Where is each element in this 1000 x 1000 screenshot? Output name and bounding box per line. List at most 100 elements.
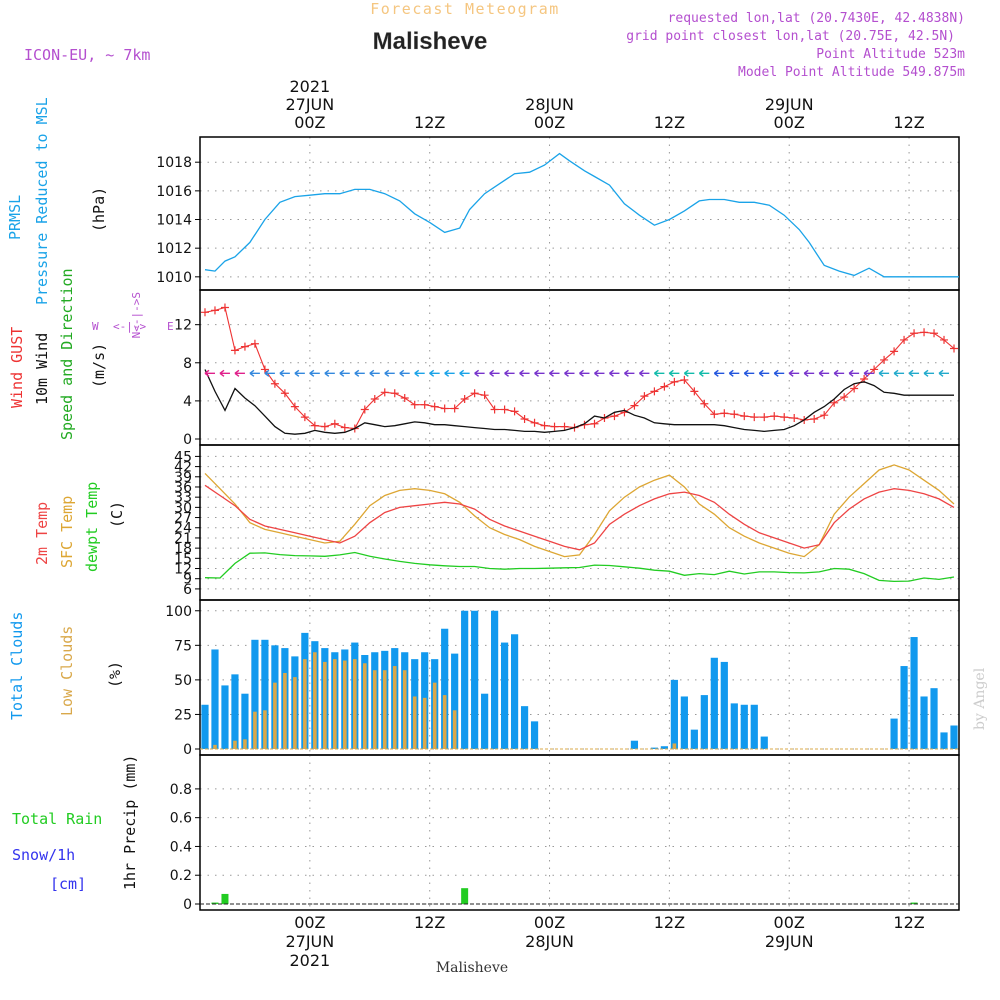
time-label-top: 00Z [294, 113, 325, 132]
wind-gust-marker [740, 412, 749, 421]
wind-direction-arrow [594, 369, 605, 377]
wind-direction-arrow [219, 369, 230, 377]
wind-direction-arrow [683, 369, 695, 377]
low-cloud-bar [352, 659, 357, 749]
wind-direction-arrow [758, 369, 770, 377]
temperature-ytick-label: 39 [174, 470, 192, 486]
time-label-bottom: 00Z [294, 913, 325, 932]
wind-direction-arrow [638, 369, 650, 377]
low-cloud-bar [283, 672, 287, 749]
wind-gust-marker [200, 308, 209, 317]
wind-gust-marker [520, 414, 529, 423]
panels-layer: 1010101210141016101804812691215182124273… [6, 77, 960, 970]
temperature-ytick-label: 15 [174, 551, 192, 567]
total-cloud-bar [241, 693, 249, 749]
wind-gust-marker [310, 421, 319, 430]
wind-gust-marker [870, 365, 879, 374]
wind-direction-arrow [534, 369, 545, 377]
temperature-ytick-label: 30 [174, 500, 192, 516]
time-label-top: 27JUN [285, 95, 334, 114]
wind-direction-arrow [309, 369, 320, 377]
low-cloud-bar [263, 710, 267, 749]
temperature-ytick-label: 27 [174, 511, 192, 527]
time-label-bottom: 12Z [654, 913, 685, 932]
grid-point-coords: grid point closest lon,lat (20.75E, 42.5… [626, 29, 955, 44]
wind-gust-marker [210, 306, 219, 315]
low-cloud-bar [333, 659, 337, 749]
temperature-frame [199, 444, 960, 601]
time-label-bottom: 27JUN [285, 932, 334, 951]
wind-direction-arrow [713, 369, 725, 377]
wind-direction-arrow [624, 369, 635, 377]
low-cloud-bar [313, 652, 317, 749]
model-point-altitude: Model Point Altitude 549.875m [738, 65, 965, 80]
time-label-bottom: 2021 [289, 951, 330, 970]
clouds-ytick-label: 50 [174, 673, 192, 689]
wind-speed-line [204, 369, 954, 435]
low-cloud-bar [323, 661, 327, 749]
credit-watermark: by Angel [972, 667, 988, 730]
wind-gust-marker [710, 410, 719, 419]
wind-gust-marker [670, 377, 679, 386]
wind-gust-marker [630, 401, 639, 410]
wind-ytick-label: 4 [183, 394, 192, 410]
low-cloud-bar [382, 670, 387, 749]
wind-direction-arrow [204, 369, 215, 377]
wind-direction-arrow [249, 369, 260, 377]
total-cloud-bar [501, 642, 509, 749]
wind-gust-marker [850, 384, 859, 393]
total-cloud-bar [650, 747, 658, 749]
wind-gust-marker [650, 387, 659, 396]
wind-ytick-label: 0 [183, 432, 192, 448]
precip-label-cm: [cm] [50, 875, 86, 893]
wind-gust-marker [460, 394, 469, 403]
wind-gust-marker [270, 379, 279, 388]
wind-label-gust: Wind GUST [8, 327, 26, 408]
wind-gust-marker [910, 329, 919, 338]
pressure-label-prmsl: PRMSL [6, 195, 24, 240]
total-cloud-bar [481, 693, 489, 749]
wind-gust-marker [660, 382, 669, 391]
total-cloud-bar [630, 740, 639, 749]
total-cloud-bar [920, 696, 928, 749]
rain-bar [221, 893, 229, 904]
wind-gust-marker [490, 405, 499, 414]
wind-direction-arrow [609, 369, 620, 377]
wind-direction-arrow [848, 369, 860, 377]
wind-direction-arrow [339, 369, 350, 377]
wind-direction-arrow [369, 369, 380, 377]
wind-gust-marker [590, 419, 599, 428]
wind-gust-marker [920, 328, 929, 337]
wind-gust-marker [900, 335, 909, 344]
wind-gust-marker [820, 411, 829, 420]
wind-label-direction: Speed and Direction [58, 268, 76, 440]
requested-coords: requested lon,lat (20.7430E, 42.4838N) [668, 11, 965, 26]
temperature-ytick-label: 18 [174, 541, 192, 557]
total-cloud-bar [670, 679, 678, 749]
wind-gust-marker [400, 394, 409, 403]
wind-gust-marker [810, 414, 819, 423]
low-cloud-bar [432, 682, 437, 749]
wind-gust-marker [700, 399, 709, 408]
total-cloud-bar [221, 685, 229, 749]
low-cloud-bar [213, 744, 217, 749]
total-cloud-bar [660, 746, 668, 749]
wind-gust-marker [880, 355, 889, 364]
wind-direction-arrow [893, 369, 905, 377]
total-cloud-bar [950, 725, 958, 749]
temperature-ytick-label: 24 [174, 521, 192, 537]
location-title: Malisheve [373, 28, 488, 55]
wind-direction-arrow [264, 369, 275, 377]
wind-gust-marker [510, 407, 519, 416]
temperature-ytick-label: 33 [174, 490, 192, 506]
rain-bar [910, 902, 918, 904]
wind-gust-marker [390, 389, 399, 398]
low-cloud-bar [452, 710, 457, 749]
wind-gust-marker [610, 412, 619, 421]
wind-gust-marker [550, 422, 559, 431]
wind-direction-arrow [803, 369, 815, 377]
wind-direction-arrow [489, 369, 500, 377]
wind-gust-marker [330, 419, 339, 428]
wind-gust-marker [280, 389, 289, 398]
wind-direction-arrow [564, 369, 575, 377]
